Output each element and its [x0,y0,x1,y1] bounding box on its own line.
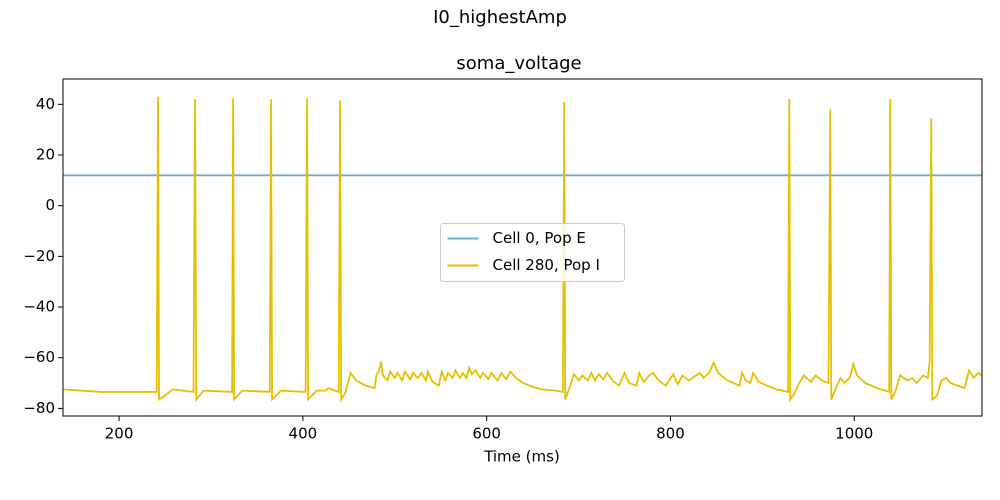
x-tick-label: 1000 [835,425,873,443]
x-axis-label: Time (ms) [483,448,560,466]
legend-label: Cell 0, Pop E [493,229,586,247]
suptitle: I0_highestAmp [433,7,567,28]
y-tick-label: −40 [23,298,55,316]
x-tick-label: 200 [105,425,134,443]
legend-box [440,223,625,282]
line [63,96,982,403]
y-tick-label: 0 [45,196,55,214]
x-tick-label: 800 [656,425,685,443]
plot-frame [62,78,983,417]
y-tick-label: 20 [36,146,55,164]
x-tick-label: 600 [472,425,501,443]
y-tick-label: −20 [23,247,55,265]
legend-label: Cell 280, Pop I [493,256,600,274]
y-tick-label: −80 [23,399,55,417]
chart-title: soma_voltage [456,53,581,74]
x-tick-label: 400 [289,425,318,443]
y-tick-label: −60 [23,348,55,366]
y-tick-label: 40 [36,95,55,113]
